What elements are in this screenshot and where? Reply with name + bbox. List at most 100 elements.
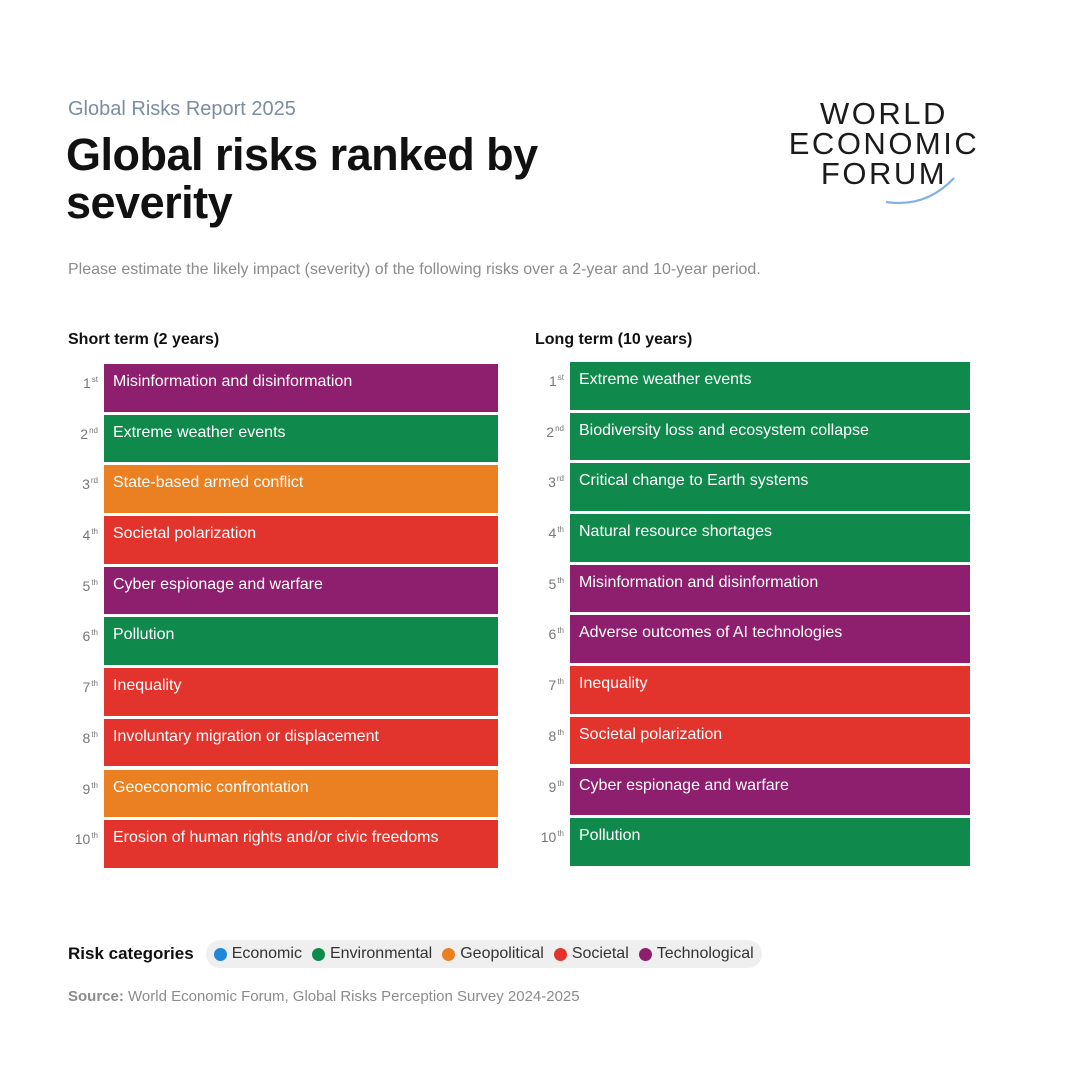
rank-suffix: th [557, 626, 564, 636]
risk-bar: Adverse outcomes of AI technologies [570, 615, 970, 663]
rank-number: 9 [82, 780, 91, 797]
rank-number: 3 [82, 476, 90, 493]
rank-label: 1st [534, 373, 564, 389]
rank-number: 3 [548, 474, 556, 491]
risk-row: 8th Societal polarization [534, 716, 970, 765]
rank-label: 10th [534, 829, 564, 845]
legend-items: Economic Environmental Geopolitical Societa… [205, 940, 762, 968]
legend-label: Environmental [329, 945, 433, 962]
rank-label: 2nd [534, 424, 564, 440]
rank-label: 7th [68, 679, 98, 695]
rank-suffix: st [557, 373, 564, 382]
rank-label: 6th [534, 626, 564, 642]
legend-dot-icon [213, 947, 227, 961]
risk-bar: Inequality [104, 668, 498, 716]
rank-suffix: th [557, 525, 564, 535]
risk-row: 7th Inequality [534, 666, 970, 714]
risk-bar: Cyber espionage and warfare [570, 767, 970, 815]
rank-label: 7th [534, 677, 564, 693]
risk-bar: Cyber espionage and warfare [104, 566, 498, 615]
rank-suffix: th [91, 679, 98, 689]
risk-row: 9th Geoeconomic confrontation [68, 769, 498, 817]
risk-bar: Critical change to Earth systems [570, 463, 970, 511]
legend-item: Technological [638, 945, 754, 963]
rank-number: 9 [548, 778, 557, 795]
risk-row: 9th Cyber espionage and warfare [534, 767, 970, 815]
risk-row: 1st Misinformation and disinformation [68, 364, 498, 412]
rank-suffix: nd [89, 425, 98, 435]
risk-bar: Misinformation and disinformation [104, 364, 498, 412]
rank-suffix: st [91, 375, 98, 384]
rank-number: 6 [548, 626, 557, 643]
rank-number: 10 [540, 829, 557, 846]
rank-number: 1 [548, 373, 557, 389]
rank-number: 4 [548, 525, 557, 542]
rank-label: 4th [534, 525, 564, 541]
rank-suffix: th [557, 575, 564, 585]
rank-number: 5 [548, 575, 557, 592]
rank-number: 7 [548, 677, 557, 694]
rank-number: 10 [74, 831, 91, 848]
logo-line-3: FORUM [820, 156, 948, 191]
risk-row: 7th Inequality [68, 668, 498, 716]
rank-suffix: th [557, 727, 564, 737]
rank-suffix: th [91, 527, 98, 537]
report-kicker: Global Risks Report 2025 [68, 98, 296, 120]
rank-suffix: rd [556, 474, 564, 484]
rank-number: 8 [548, 727, 557, 744]
risk-row: 5th Cyber espionage and warfare [68, 566, 498, 615]
rank-label: 8th [68, 730, 98, 746]
legend-item: Environmental [311, 945, 433, 963]
risk-row: 10th Erosion of human rights and/or civic… [68, 820, 498, 868]
risk-row: 6th Pollution [68, 617, 498, 665]
legend-dot-icon [638, 947, 652, 961]
rank-number: 2 [546, 423, 555, 440]
long-term-heading: Long term (10 years) [535, 331, 693, 348]
risk-bar: Natural resource shortages [570, 514, 970, 562]
rank-label: 4th [68, 527, 98, 543]
logo-arc-icon [885, 177, 955, 204]
risk-row: 6th Adverse outcomes of AI technologies [534, 615, 970, 663]
short-term-ranking: 1st Misinformation and disinformation 2nd E… [68, 364, 498, 871]
wef-logo: WORLD ECONOMIC FORUM [786, 96, 982, 216]
page-title: Global risks ranked by severity [66, 129, 538, 228]
risk-bar: Involuntary migration or displacement [104, 718, 498, 767]
rank-suffix: th [557, 778, 564, 788]
rank-label: 8th [534, 728, 564, 744]
rank-number: 6 [82, 628, 91, 645]
rank-suffix: th [91, 628, 98, 638]
risk-row: 2nd Extreme weather events [68, 414, 498, 463]
rank-number: 2 [80, 425, 89, 442]
rank-suffix: th [557, 677, 564, 687]
risk-row: 3rd State-based armed conflict [68, 465, 498, 513]
risk-bar: Pollution [570, 818, 970, 866]
source-text: World Economic Forum, Global Risks Perce… [123, 988, 580, 1005]
rank-label: 3rd [68, 476, 98, 492]
legend-title: Risk categories [68, 944, 194, 963]
risk-bar: Misinformation and disinformation [570, 564, 970, 613]
legend: Risk categories Economic Environmental Geo… [68, 940, 762, 968]
rank-label: 9th [534, 779, 564, 795]
legend-dot-icon [311, 947, 325, 961]
long-term-ranking: 1st Extreme weather events 2nd Biodiversity… [534, 362, 970, 869]
source-note: Source: World Economic Forum, Global Ris… [68, 988, 580, 1005]
rank-suffix: th [91, 780, 98, 790]
survey-question: Please estimate the likely impact (sever… [68, 261, 761, 278]
rank-label: 5th [68, 578, 98, 594]
legend-dot-icon [442, 947, 456, 961]
risk-bar: Extreme weather events [104, 414, 498, 463]
legend-item: Societal [553, 945, 629, 963]
rank-suffix: th [557, 829, 564, 839]
risk-row: 8th Involuntary migration or displacement [68, 718, 498, 767]
risk-row: 5th Misinformation and disinformation [534, 564, 970, 613]
legend-dot-icon [553, 947, 567, 961]
rank-label: 9th [68, 781, 98, 797]
logo-line-2: ECONOMIC [788, 126, 980, 161]
rank-number: 5 [82, 577, 91, 594]
legend-label: Geopolitical [460, 945, 544, 962]
risk-row: 4th Societal polarization [68, 516, 498, 564]
legend-item: Economic [213, 945, 302, 963]
risk-bar: Societal polarization [570, 716, 970, 765]
risk-bar: Societal polarization [104, 516, 498, 564]
risk-row: 1st Extreme weather events [534, 362, 970, 410]
